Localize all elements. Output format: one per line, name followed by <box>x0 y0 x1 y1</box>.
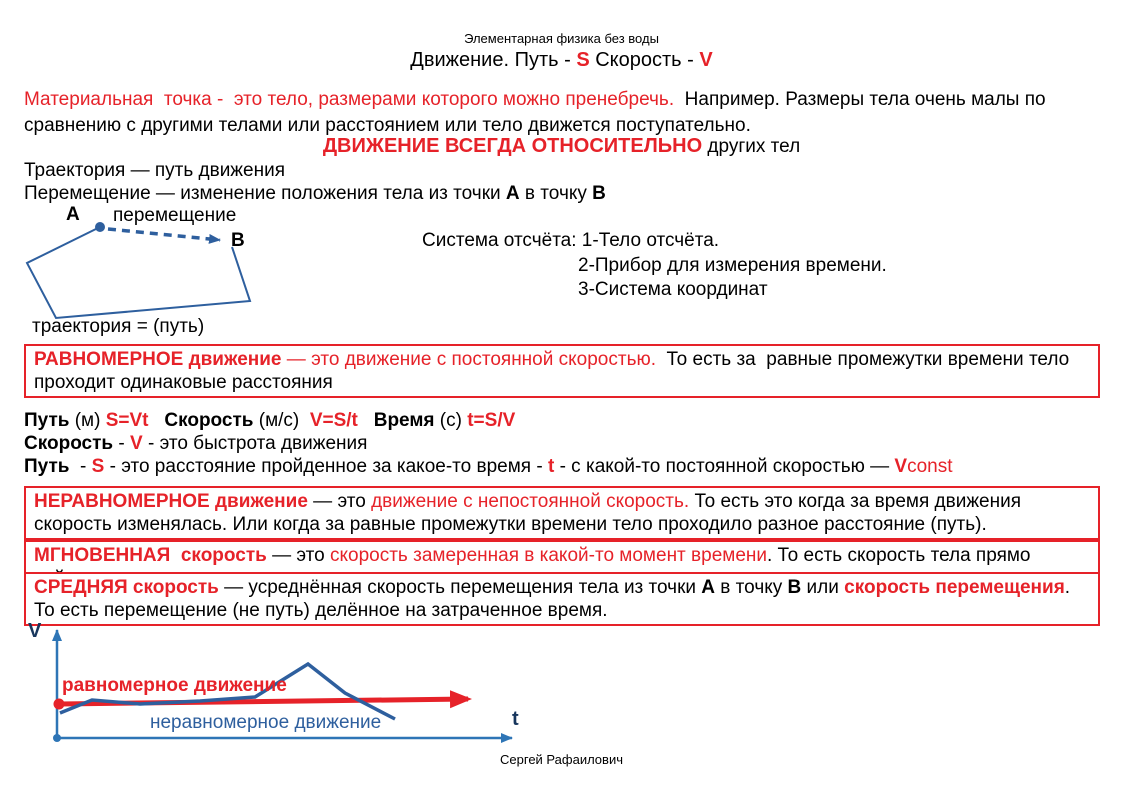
path-formula: S=Vt <box>105 410 149 431</box>
reference-frame-line3: 3-Система координат <box>578 279 768 300</box>
trajectory-definition: Траектория — путь движения <box>24 160 285 181</box>
nonuniform-box-mid: — это <box>307 491 372 512</box>
displacement-def-text1: Перемещение — изменение положения тела и… <box>24 183 506 204</box>
path-def-const: const <box>907 456 953 477</box>
displacement-def-point-a: А <box>505 183 520 204</box>
average-box-black-text: . То есть перемещение (не путь) делённое… <box>34 577 1076 621</box>
average-box-mid2: в точку <box>715 577 788 598</box>
graph-t-axis-label: t <box>512 708 519 730</box>
author-signature: Сергей Рафаилович <box>500 752 623 767</box>
diagram-label-b: В <box>231 230 245 251</box>
average-box-mid1: — усреднённая скорость перемещения тела … <box>218 577 702 598</box>
speed-def-label: Скорость <box>24 433 114 454</box>
instant-box-title: МГНОВЕННАЯ скорость <box>34 545 267 566</box>
title-symbol-v: V <box>699 49 713 71</box>
path-def-label: Путь <box>24 456 70 477</box>
intro-paragraph: Материальная точка - это тело, размерами… <box>24 87 1104 139</box>
path-definition-line: Путь - S - это расстояние пройденное за … <box>24 455 953 478</box>
time-formula: t=S/V <box>467 410 516 431</box>
page-title: Движение. Путь - S Скорость - V <box>0 48 1123 72</box>
displacement-vector-arrow <box>107 227 221 244</box>
speed-unit: (м/с) <box>253 410 310 431</box>
path-def-symbol-s: S <box>91 456 105 477</box>
average-box-point-b: В <box>787 577 802 598</box>
reference-frame-line1: Система отсчёта: 1-Тело отсчёта. <box>422 230 720 251</box>
speed-def-dash: - <box>113 433 130 454</box>
displacement-def-point-b: В <box>592 183 606 204</box>
path-def-text2: - с какой-то постоянной скоростью — <box>554 456 895 477</box>
uniform-box-red-text: это движение с постоянной скоростью. <box>311 349 656 370</box>
displacement-definition: Перемещение — изменение положения тела и… <box>24 182 606 205</box>
uniform-box-black-text: То есть за равные промежутки времени тел… <box>34 349 1075 393</box>
average-box-red-text: скорость перемещения <box>844 577 1065 598</box>
relativity-line: ДВИЖЕНИЕ ВСЕГДА ОТНОСИТЕЛЬНО других тел <box>0 134 1123 159</box>
nonuniform-box-black-text: То есть это когда за время движения скор… <box>34 491 1027 535</box>
title-part1: Движение. Путь - <box>410 49 577 71</box>
instant-box-red-text: скорость замеренная в какой-то момент вр… <box>330 545 767 566</box>
path-def-symbol-t: t <box>547 456 555 477</box>
path-def-symbol-v: V <box>894 456 908 477</box>
speed-definition-line: Скорость - V - это быстрота движения <box>24 432 367 455</box>
material-point-definition: Материальная точка - это тело, размерами… <box>24 89 675 110</box>
graph-v-axis-label: V <box>28 620 42 642</box>
nonuniform-motion-box: НЕРАВНОМЕРНОЕ движение — это движение с … <box>24 486 1100 540</box>
trajectory-caption: траектория = (путь) <box>32 316 205 337</box>
title-symbol-s: S <box>576 49 590 71</box>
path-def-text1: - это расстояние пройденное за какое-то … <box>104 456 548 477</box>
trajectory-diagram <box>25 222 252 320</box>
formula-gap1 <box>149 410 165 431</box>
relativity-statement: ДВИЖЕНИЕ ВСЕГДА ОТНОСИТЕЛЬНО <box>322 135 703 157</box>
uniform-motion-box: РАВНОМЕРНОЕ движение — это движение с по… <box>24 344 1100 398</box>
reference-frame-line2: 2-Прибор для измерения времени. <box>578 255 887 276</box>
path-unit: (м) <box>69 410 106 431</box>
nonuniform-box-red-text: движение с непостоянной скорость. <box>371 491 690 512</box>
formula-line: Путь (м) S=Vt Скорость (м/с) V=S/t Время… <box>24 409 515 432</box>
path-label: Путь <box>24 410 70 431</box>
average-box-mid3: или <box>801 577 845 598</box>
graph-origin-dot <box>53 734 61 742</box>
speed-def-symbol-v: V <box>130 433 143 454</box>
diagram-label-a: А <box>66 204 80 225</box>
title-part2: Скорость - <box>589 49 700 71</box>
uniform-box-dash: — <box>281 349 312 370</box>
point-a-dot <box>95 222 105 232</box>
nonuniform-box-title: НЕРАВНОМЕРНОЕ движение <box>34 491 308 512</box>
speed-def-text: - это быстрота движения <box>142 433 368 454</box>
displacement-def-text2: в точку <box>519 183 593 204</box>
path-def-dash: - <box>69 456 92 477</box>
time-label: Время <box>373 410 435 431</box>
average-box-point-a: А <box>701 577 716 598</box>
time-unit: (с) <box>434 410 468 431</box>
instant-box-mid: — это <box>266 545 330 566</box>
average-box-title: СРЕДНЯЯ скорость <box>34 577 219 598</box>
speed-formula: V=S/t <box>309 410 358 431</box>
uniform-box-title: РАВНОМЕРНОЕ движение <box>34 349 282 370</box>
trajectory-path-line <box>25 226 252 320</box>
average-speed-box: СРЕДНЯЯ скорость — усреднённая скорость … <box>24 572 1100 626</box>
relativity-suffix: других тел <box>702 136 801 157</box>
supertitle: Элементарная физика без воды <box>464 31 659 46</box>
speed-time-graph <box>52 629 513 743</box>
formula-gap2 <box>358 410 374 431</box>
diagram-label-displacement: перемещение <box>113 205 237 226</box>
material-point-example: Например. Размеры тела очень малы по сра… <box>24 89 1051 136</box>
uniform-motion-label: равномерное движение <box>62 675 287 696</box>
nonuniform-motion-line <box>59 661 396 721</box>
speed-label: Скорость <box>164 410 254 431</box>
nonuniform-motion-label: неравномерное движение <box>150 712 382 733</box>
graph-red-dot <box>53 698 65 710</box>
